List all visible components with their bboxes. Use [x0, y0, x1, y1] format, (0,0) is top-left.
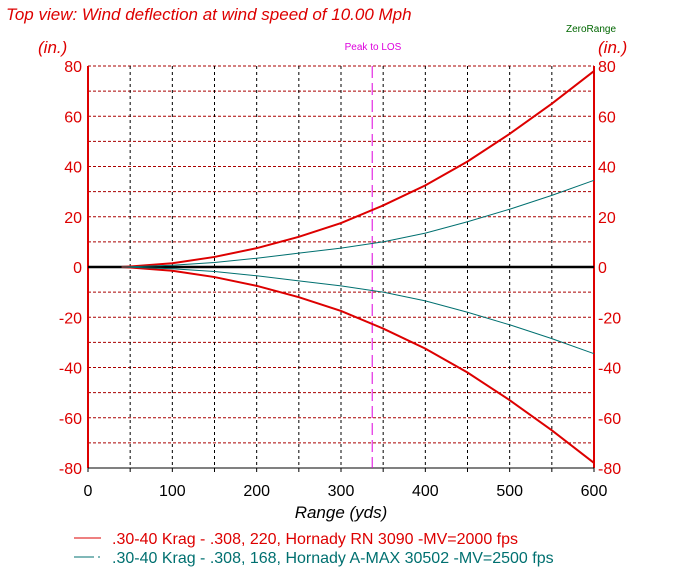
- x-tick-label: 600: [581, 483, 608, 500]
- x-tick-label: 500: [496, 483, 523, 500]
- legend-label-1: .30-40 Krag - .308, 168, Hornady A-MAX 3…: [112, 550, 554, 567]
- x-tick-label: 300: [328, 483, 355, 500]
- y-tick-label-left: -80: [59, 461, 82, 478]
- y-tick-label-left: -40: [59, 361, 82, 378]
- peak-to-los-label: Peak to LOS: [345, 42, 402, 53]
- y-tick-label-left: 0: [73, 260, 82, 277]
- y-tick-label-left: 40: [64, 160, 82, 177]
- x-tick-label: 200: [243, 483, 270, 500]
- y-tick-label-right: -80: [598, 461, 621, 478]
- x-axis-label: Range (yds): [295, 503, 388, 522]
- zero-range-label: ZeroRange: [566, 24, 616, 35]
- legend: .30-40 Krag - .308, 220, Hornady RN 3090…: [74, 531, 554, 567]
- y-tick-label-right: 0: [598, 260, 607, 277]
- series-line-0-lower: [121, 266, 595, 464]
- chart-title: Top view: Wind deflection at wind speed …: [6, 5, 412, 24]
- y-tick-label-right: 40: [598, 160, 616, 177]
- y-tick-label-right: 60: [598, 109, 616, 126]
- series-line-1-upper: [121, 179, 595, 268]
- x-tick-label: 400: [412, 483, 439, 500]
- x-tick-label: 100: [159, 483, 186, 500]
- series-line-1-lower: [121, 266, 595, 355]
- y-axis-label-right: (in.): [598, 38, 627, 57]
- y-tick-label-left: -20: [59, 310, 82, 327]
- y-tick-label-right: -20: [598, 310, 621, 327]
- y-tick-label-left: 60: [64, 109, 82, 126]
- y-tick-label-right: 20: [598, 210, 616, 227]
- y-tick-label-right: -60: [598, 411, 621, 428]
- y-tick-label-left: 80: [64, 59, 82, 76]
- series-line-0-upper: [121, 70, 595, 268]
- y-tick-label-right: 80: [598, 59, 616, 76]
- y-axis-label-left: (in.): [38, 38, 67, 57]
- legend-label-0: .30-40 Krag - .308, 220, Hornady RN 3090…: [112, 531, 518, 548]
- y-tick-label-right: -40: [598, 361, 621, 378]
- y-tick-label-left: 20: [64, 210, 82, 227]
- y-tick-label-left: -60: [59, 411, 82, 428]
- x-tick-label: 0: [84, 483, 93, 500]
